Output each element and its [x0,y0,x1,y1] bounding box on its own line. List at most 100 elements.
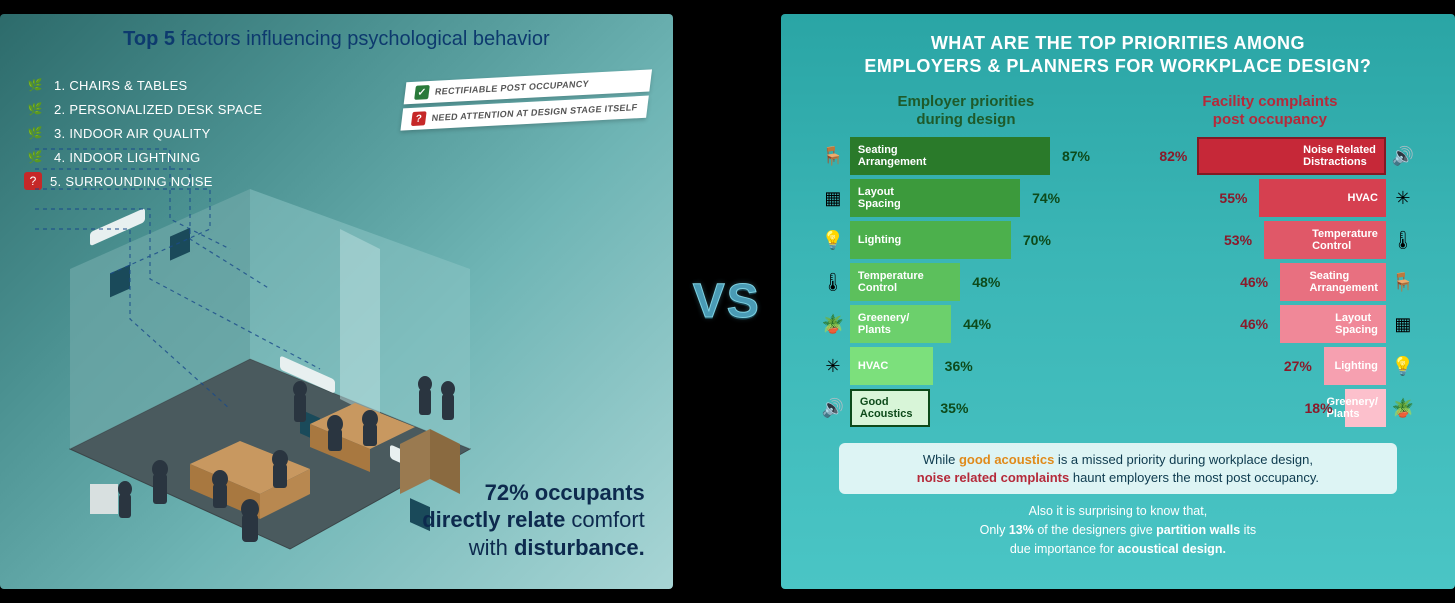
sub-l2a: Only [980,523,1009,537]
check-icon: ✓ [414,85,430,100]
summary-t1: While [923,452,959,467]
bar-pct: 27% [1284,358,1312,374]
left-infographic-panel: Top 5 factors influencing psychological … [0,14,673,589]
layout-icon: ▦ [1386,307,1420,341]
sub-l2-pct: 13% [1009,523,1034,537]
summary-noise: noise related complaints [917,470,1069,485]
bar-row: 🔊GoodAcoustics35% [816,389,1116,427]
bar: TemperatureControl53% [1264,221,1386,259]
bar: HVAC36% [850,347,933,385]
lamp-icon: 💡 [1386,349,1420,383]
plant-icon: 🌿 [24,100,46,118]
sub-l3-ad: acoustical design. [1118,542,1226,556]
bar-pct: 18% [1305,400,1333,416]
factor-label: 3. INDOOR AIR QUALITY [54,126,211,141]
chair-icon: 🪑 [816,139,850,173]
factors-list: 🌿 1. CHAIRS & TABLES 🌿 2. PERSONALIZED DESK… [24,76,262,196]
bar-pct: 46% [1240,274,1268,290]
plant-icon: 🌿 [24,76,46,94]
legend-label: RECTIFIABLE POST OCCUPANCY [434,79,589,97]
sub-l3a: due importance for [1010,542,1118,556]
summary-t3: haunt employers the most post occupancy. [1069,470,1319,485]
bar: Noise RelatedDistractions82% [1197,137,1386,175]
bar-pct: 87% [1062,148,1090,164]
right-title-l1: WHAT ARE THE TOP PRIORITIES AMONG [809,32,1427,55]
employer-column: Employer priorities during design 🪑Seati… [816,93,1116,431]
factor-row: 🌿 3. INDOOR AIR QUALITY [24,124,262,142]
facility-col-title-l1: Facility complaints [1120,93,1420,111]
bar-pct: 70% [1023,232,1051,248]
thermo-icon: 🌡 [1386,223,1420,257]
bar-row: ▦ LayoutSpacing 74% [816,179,1116,217]
bar-row: Greenery/Plants18%🪴 [1120,389,1420,427]
bar-label: LayoutSpacing [1335,312,1378,336]
bar-label: LayoutSpacing [858,186,901,210]
bar-row: Noise RelatedDistractions82%🔊 [1120,137,1420,175]
bar-row: ✳HVAC36% [816,347,1116,385]
legend-label: NEED ATTENTION AT DESIGN STAGE ITSELF [431,102,638,123]
chair-icon: 🪑 [1386,265,1420,299]
bar-pct: 36% [945,358,973,374]
bar: Lighting70% [850,221,1011,259]
layout-icon: ▦ [816,181,850,215]
bar: Greenery/Plants18% [1345,389,1386,427]
right-title-l2: EMPLOYERS & PLANNERS FOR WORKPLACE DESIG… [809,55,1427,78]
bar-label: HVAC [1348,192,1378,204]
bar-row: LayoutSpacing 46% ▦ [1120,305,1420,343]
factor-label: 1. CHAIRS & TABLES [54,78,188,93]
callout-with: with [469,535,514,560]
summary-good-acoustics: good acoustics [959,452,1054,467]
bar-pct: 74% [1032,190,1060,206]
bar: TemperatureControl48% [850,263,960,301]
bar: GoodAcoustics35% [850,389,931,427]
fan-icon: ✳ [1386,181,1420,215]
bar-pct: 53% [1224,232,1252,248]
bar: Lighting27% [1324,347,1386,385]
left-title-rest: factors influencing psychological behavi… [175,28,550,50]
bar-label: Noise RelatedDistractions [1303,144,1376,168]
bar: SeatingArrangement87% [850,137,1050,175]
plant-icon: 🪴 [1386,391,1420,425]
employer-col-title: Employer priorities during design [816,93,1116,129]
plant-icon: 🌿 [24,124,46,142]
factor-label: 5. SURROUNDING NOISE [50,174,213,189]
factor-label: 2. PERSONALIZED DESK SPACE [54,102,262,117]
bar-pct: 44% [963,316,991,332]
bar-label: SeatingArrangement [1309,270,1377,294]
bar: SeatingArrangement46% [1280,263,1386,301]
lamp-icon: 💡 [816,223,850,257]
bar-label: TemperatureControl [1312,228,1378,252]
callout-relate: relate [507,507,566,532]
comparison-chart: Employer priorities during design 🪑Seati… [809,93,1427,431]
summary-box: While good acoustics is a missed priorit… [839,443,1397,494]
facility-bars: Noise RelatedDistractions82%🔊HVAC55%✳Tem… [1120,137,1420,427]
sub-l2c: its [1240,523,1256,537]
bar-label: Greenery/Plants [1327,396,1378,420]
bar-row: TemperatureControl53%🌡 [1120,221,1420,259]
bar: HVAC55% [1259,179,1386,217]
callout-comfort: comfort [565,507,644,532]
callout-directly: directly [422,507,506,532]
question-icon: ? [24,172,42,190]
right-infographic-panel: WHAT ARE THE TOP PRIORITIES AMONG EMPLOY… [781,14,1455,589]
bar: Greenery/Plants44% [850,305,951,343]
bar-label: SeatingArrangement [858,144,926,168]
bar-pct: 46% [1240,316,1268,332]
callout-pct: 72% occupants [485,480,645,505]
bar-row: SeatingArrangement46%🪑 [1120,263,1420,301]
question-icon: ? [411,111,427,126]
factor-row: 🌿4. INDOOR LIGHTNING [24,148,262,166]
employer-col-title-l2: during design [816,111,1116,129]
bar-row: 🌡TemperatureControl48% [816,263,1116,301]
bar-label: Greenery/Plants [858,312,909,336]
right-title: WHAT ARE THE TOP PRIORITIES AMONG EMPLOY… [809,32,1427,77]
sub-l1: Also it is surprising to know that, [809,502,1427,521]
employer-col-title-l1: Employer priorities [816,93,1116,111]
bar-row: HVAC55%✳ [1120,179,1420,217]
facility-col-title: Facility complaints post occupancy [1120,93,1420,129]
bar-label: Lighting [1335,360,1378,372]
bar-row: 💡Lighting70% [816,221,1116,259]
bar-label: TemperatureControl [858,270,924,294]
bar-row: 🪑SeatingArrangement87% [816,137,1116,175]
factor-label: 4. INDOOR LIGHTNING [54,150,201,165]
